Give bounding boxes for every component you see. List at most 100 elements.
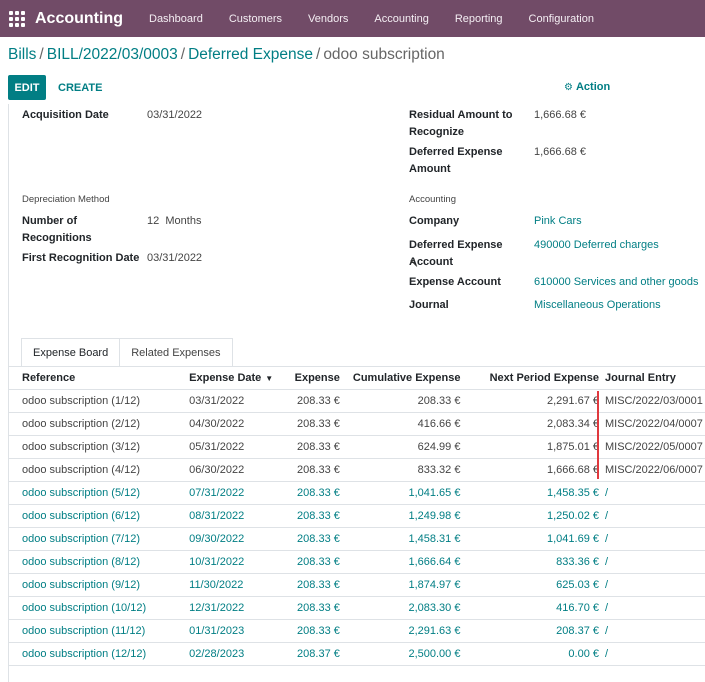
notebook-tabs: Expense Board Related Expenses: [21, 338, 233, 366]
action-label: Action: [575, 81, 611, 93]
table-row[interactable]: odoo subscription (9/12) 11/30/2022 208.33…: [9, 573, 705, 597]
deferred-account-label-line2: Account: [409, 256, 453, 268]
deferred-amount-value[interactable]: 1,666.68 €: [534, 146, 586, 158]
table-row[interactable]: odoo subscription (7/12) 09/30/2022 208.33…: [9, 527, 705, 551]
cell-expense-date: 03/31/2022: [176, 389, 277, 413]
cell-cumulative-expense: 416.66 €: [339, 412, 461, 436]
cell-expense-date: 08/31/2022: [176, 504, 277, 528]
breadcrumb-current: odoo subscription: [323, 46, 445, 63]
cell-next-period-expense: 1,041.69 €: [460, 527, 599, 551]
breadcrumb-bills[interactable]: Bills: [8, 46, 37, 63]
table-row[interactable]: odoo subscription (10/12) 12/31/2022 208.3…: [9, 596, 705, 620]
cell-journal-entry: MISC/2022/05/0007: [599, 435, 705, 459]
menu-accounting[interactable]: Accounting: [374, 12, 429, 25]
col-next-period-expense[interactable]: Next Period Expense: [460, 367, 599, 390]
menu-vendors[interactable]: Vendors: [308, 12, 349, 25]
journal-label: Journal: [409, 299, 449, 311]
cell-journal-entry: /: [599, 504, 705, 528]
cell-next-period-expense: 416.70 €: [460, 596, 599, 620]
cell-cumulative-expense: 833.32 €: [339, 458, 461, 482]
cell-reference: odoo subscription (3/12): [9, 435, 177, 459]
col-expense[interactable]: Expense: [276, 367, 340, 390]
table-row[interactable]: odoo subscription (4/12) 06/30/2022 208.33…: [9, 458, 705, 482]
expense-account-value[interactable]: 610000 Services and other goods: [534, 276, 699, 288]
cell-expense-date: 05/31/2022: [176, 435, 277, 459]
cell-journal-entry: /: [599, 596, 705, 620]
cell-next-period-expense: 0.00 €: [460, 642, 599, 666]
cell-reference: odoo subscription (10/12): [9, 596, 177, 620]
num-recognitions-count: 12: [147, 215, 160, 227]
menu-configuration[interactable]: Configuration: [528, 12, 594, 25]
top-navbar: Accounting Dashboard Customers Vendors A…: [0, 0, 705, 37]
mouse-cursor-icon: ↖: [409, 256, 420, 270]
menu-reporting[interactable]: Reporting: [454, 12, 503, 25]
gear-icon: ⚙: [564, 82, 573, 93]
first-recognition-value[interactable]: 03/31/2022: [147, 252, 203, 264]
col-reference[interactable]: Reference: [9, 367, 177, 390]
cell-expense: 208.33 €: [276, 481, 340, 505]
col-journal-entry[interactable]: Journal Entry: [599, 367, 705, 390]
table-row[interactable]: odoo subscription (8/12) 10/31/2022 208.33…: [9, 550, 705, 574]
cell-expense: 208.33 €: [276, 458, 340, 482]
create-button[interactable]: CREATE: [58, 81, 103, 94]
cell-cumulative-expense: 2,291.63 €: [339, 619, 461, 643]
table-row[interactable]: odoo subscription (6/12) 08/31/2022 208.33…: [9, 504, 705, 528]
cell-expense-date: 12/31/2022: [176, 596, 277, 620]
num-recognitions-unit: Months: [165, 215, 202, 227]
breadcrumb-separator: /: [316, 46, 321, 63]
edit-button[interactable]: EDIT: [8, 75, 46, 100]
deferred-account-value[interactable]: 490000 Deferred charges: [534, 239, 659, 251]
apps-grid-icon[interactable]: [7, 9, 27, 29]
menu-customers[interactable]: Customers: [228, 12, 283, 25]
cell-next-period-expense: 1,250.02 €: [460, 504, 599, 528]
company-value[interactable]: Pink Cars: [534, 215, 582, 227]
cell-expense-date: 10/31/2022: [176, 550, 277, 574]
table-row[interactable]: odoo subscription (2/12) 04/30/2022 208.33…: [9, 412, 705, 436]
cell-journal-entry: /: [599, 619, 705, 643]
cell-journal-entry: MISC/2022/06/0007: [599, 458, 705, 482]
tab-related-expenses[interactable]: Related Expenses: [120, 338, 233, 366]
table-row[interactable]: odoo subscription (11/12) 01/31/2023 208.3…: [9, 619, 705, 643]
cell-reference: odoo subscription (2/12): [9, 412, 177, 436]
cell-cumulative-expense: 1,458.31 €: [339, 527, 461, 551]
cell-cumulative-expense: 208.33 €: [339, 389, 461, 413]
breadcrumb-deferred-expense[interactable]: Deferred Expense: [188, 46, 313, 63]
cell-reference: odoo subscription (6/12): [9, 504, 177, 528]
tab-expense-board[interactable]: Expense Board: [21, 338, 121, 366]
col-expense-date[interactable]: Expense Date ▼: [176, 367, 277, 390]
cell-expense-date: 07/31/2022: [176, 481, 277, 505]
residual-label-line1: Residual Amount to: [409, 109, 513, 121]
table-row[interactable]: odoo subscription (1/12) 03/31/2022 208.33…: [9, 389, 705, 413]
table-row[interactable]: odoo subscription (12/12) 02/28/2023 208.3…: [9, 642, 705, 666]
breadcrumb-bill[interactable]: BILL/2022/03/0003: [46, 46, 178, 63]
cell-journal-entry: /: [599, 481, 705, 505]
sort-desc-icon: ▼: [265, 373, 274, 383]
company-label: Company: [409, 215, 460, 227]
acquisition-date-label: Acquisition Date: [22, 109, 109, 121]
cell-reference: odoo subscription (12/12): [9, 642, 177, 666]
cell-next-period-expense: 2,083.34 €: [460, 412, 599, 436]
cell-reference: odoo subscription (11/12): [9, 619, 177, 643]
app-brand[interactable]: Accounting: [35, 9, 123, 27]
table-row[interactable]: odoo subscription (3/12) 05/31/2022 208.33…: [9, 435, 705, 459]
cell-journal-entry: MISC/2022/03/0001: [599, 389, 705, 413]
num-recognitions-value[interactable]: 12 Months: [147, 213, 201, 230]
cell-expense: 208.33 €: [276, 596, 340, 620]
journal-value[interactable]: Miscellaneous Operations: [534, 299, 661, 311]
cell-cumulative-expense: 1,874.97 €: [339, 573, 461, 597]
table-row[interactable]: odoo subscription (5/12) 07/31/2022 208.33…: [9, 481, 705, 505]
num-recognitions-label-line2: Recognitions: [22, 232, 92, 244]
col-cumulative-expense[interactable]: Cumulative Expense: [339, 367, 461, 390]
cell-next-period-expense: 1,875.01 €: [460, 435, 599, 459]
residual-label-line2: Recognize: [409, 126, 465, 138]
cell-reference: odoo subscription (8/12): [9, 550, 177, 574]
cell-expense-date: 11/30/2022: [176, 573, 277, 597]
residual-value: 1,666.68 €: [534, 109, 586, 121]
accounting-section: Accounting: [409, 194, 457, 205]
cell-expense-date: 01/31/2023: [176, 619, 277, 643]
cell-next-period-expense: 1,666.68 €: [460, 458, 599, 482]
action-dropdown[interactable]: ⚙ Action: [564, 81, 610, 93]
acquisition-date-value[interactable]: 03/31/2022: [147, 109, 203, 121]
menu-dashboard[interactable]: Dashboard: [149, 12, 203, 25]
breadcrumb: Bills / BILL/2022/03/0003/Deferred Expense…: [8, 46, 445, 64]
